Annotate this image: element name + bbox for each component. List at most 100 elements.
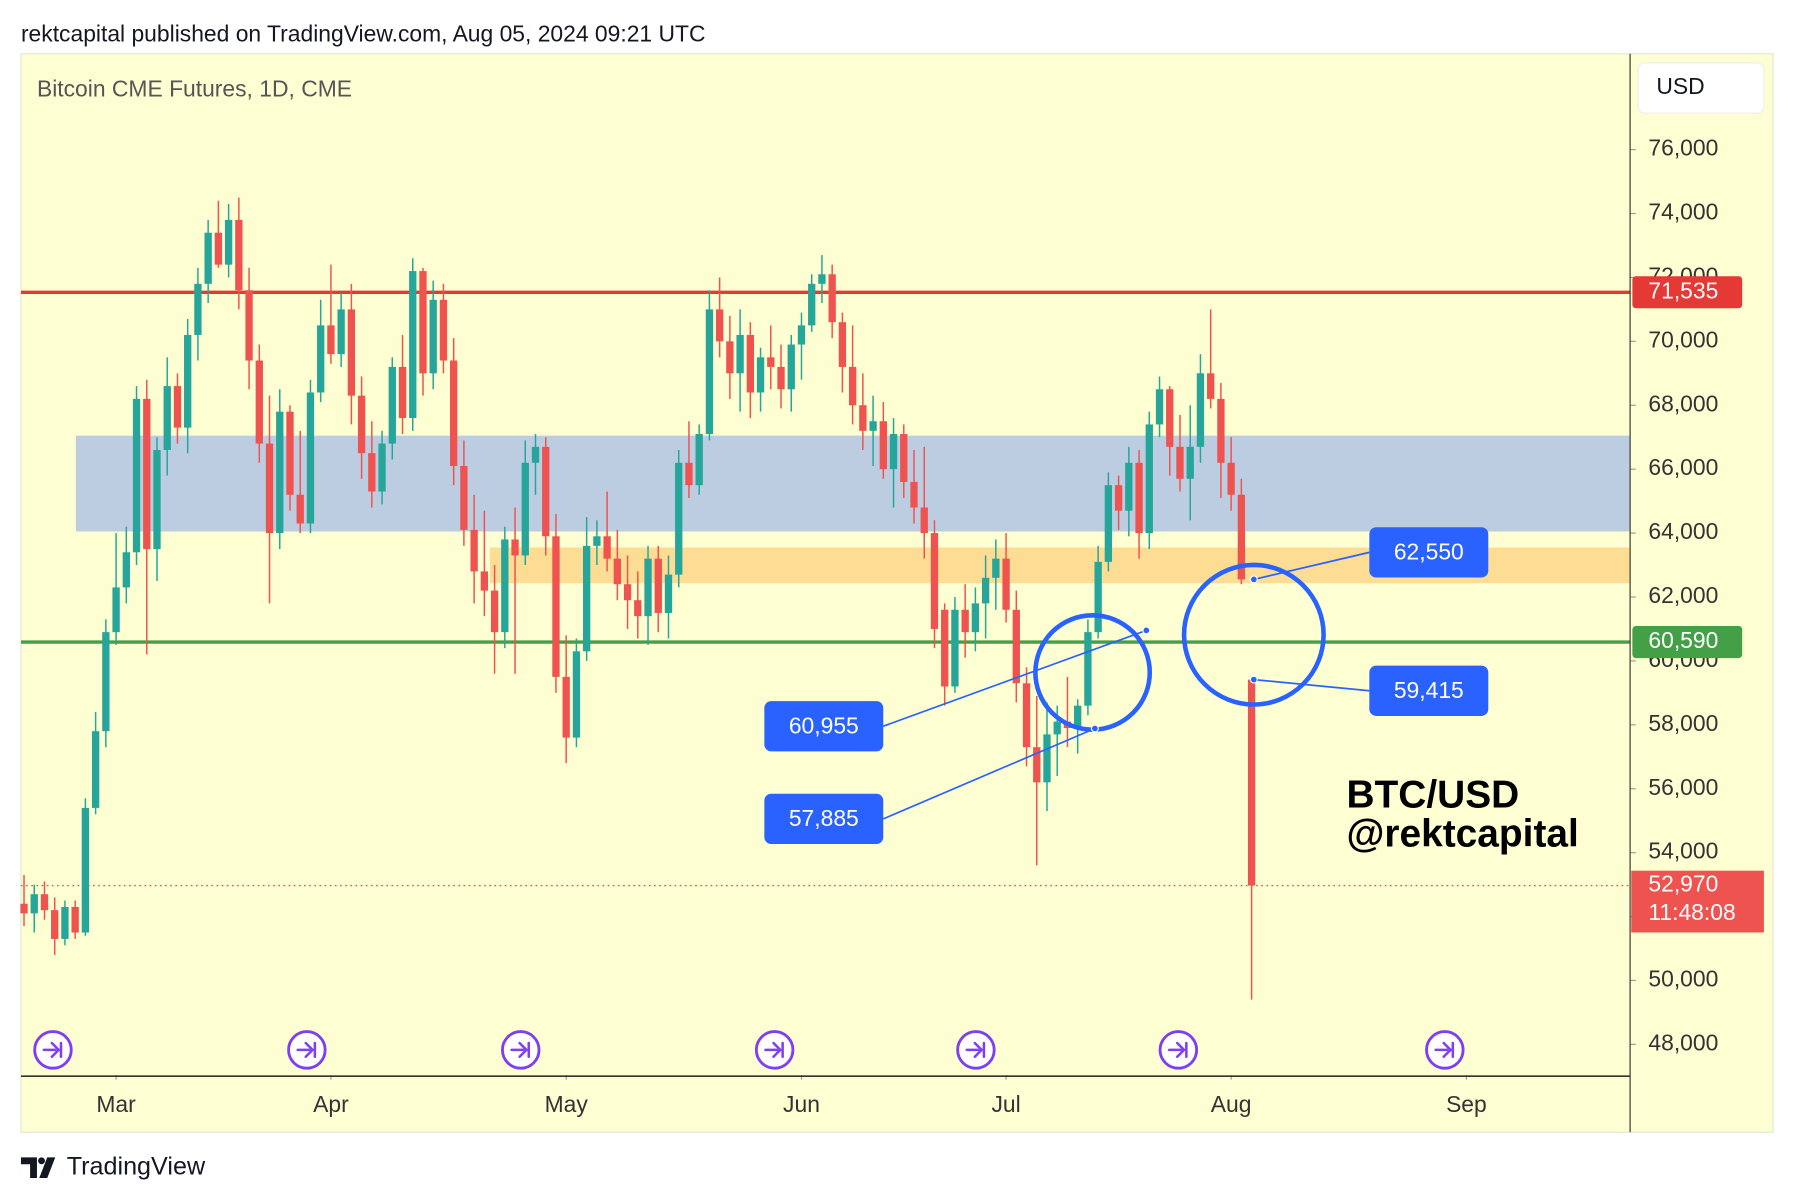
candle-body [163,386,171,451]
candle-body [675,462,683,575]
candle-body [357,395,366,454]
candle-body [1114,485,1123,511]
event-icon-arrow [764,1041,784,1059]
candle-body [501,539,509,633]
candle-body [132,398,141,553]
currency[interactable]: USD [1656,73,1704,99]
candle-body [327,325,335,355]
y-tick-label: 68,000 [1648,390,1718,416]
event-icon[interactable] [754,1030,795,1070]
candle-body [797,325,806,345]
candle-body [552,536,560,677]
levels [20,290,1631,887]
event-icon[interactable] [287,1030,327,1070]
candle-body [777,366,785,390]
event-icon[interactable] [956,1030,996,1070]
event-icon-arrow [1434,1041,1455,1059]
callout-label: 59,415 [1394,677,1464,703]
annotations: 62,550 59,415 60,955 57,885 [764,527,1489,845]
x-tick-label: Jul [991,1091,1020,1117]
brand: TradingView [67,1152,206,1180]
y-tick-label: 58,000 [1648,710,1718,736]
candle-body [204,232,212,284]
candle-body [634,600,642,617]
candle-body [317,325,325,393]
candle-body [572,651,581,738]
candle-body [838,322,847,367]
candle-body [398,366,407,419]
candle-body [920,507,928,534]
candle-body [654,558,662,613]
candle-body [112,587,120,633]
event-icon[interactable] [1425,1030,1465,1070]
event-icon-arrow [296,1041,317,1059]
candle-body [961,609,969,633]
candle-body [490,590,499,633]
candle-body [368,453,376,492]
candle-body [51,910,59,939]
candle-body [542,446,550,537]
event-icon[interactable] [33,1030,73,1070]
candle-body [623,584,632,601]
candle-body [1227,462,1235,495]
candle-body [992,558,1000,578]
candle-body [245,290,253,361]
candle-body [705,309,714,435]
candle-body [439,299,448,361]
x-tick-label: Mar [96,1091,136,1117]
callout-box [764,793,884,845]
level-label-box [1632,276,1743,309]
candle-body [981,577,990,604]
candle-body [388,366,396,444]
countdown: 11:48:08 [1648,899,1735,925]
candle-body [664,574,673,613]
candle-body [143,398,151,550]
y-tick-label: 56,000 [1648,774,1718,800]
candle-body [265,443,274,534]
x-tick-label: Apr [313,1091,349,1117]
event-icon[interactable] [501,1030,541,1070]
event-icon-arrow [965,1041,986,1059]
y-tick-label: 66,000 [1648,454,1718,480]
highlight-circle [1181,562,1326,707]
logo-dot [38,1157,45,1165]
candle-body [378,443,386,492]
candle-body [593,536,601,546]
candle-body [767,357,775,367]
candle-body [409,271,417,419]
candle-body [286,411,294,495]
watermark: BTC/USD [1346,773,1519,816]
candle-body [460,465,468,530]
candle-body [306,392,315,524]
candle-body [889,434,898,470]
currency-box[interactable] [1637,62,1765,114]
level-label: 60,590 [1648,627,1718,653]
candle-body [1033,747,1041,783]
candle-body [818,274,826,284]
callout-anchor [1090,724,1099,733]
callout-box [1369,527,1489,578]
candle-body [828,274,836,323]
candle-body [337,309,345,355]
y-tick-label: 62,000 [1648,582,1718,608]
event-icon-arrow [42,1041,63,1059]
candle-body [1074,705,1082,729]
candle-body [848,366,857,406]
candle-body [255,360,263,444]
chart-background [20,53,1774,1133]
x-tick-label: Sep [1446,1091,1487,1117]
event-icon[interactable] [1158,1030,1199,1070]
candle-body [61,906,69,939]
callout-anchor [1142,626,1151,635]
level-label-box [1632,626,1743,659]
callout-label: 57,885 [789,805,859,831]
candle-body [30,894,38,914]
callout-line [882,727,1096,820]
x-tick-label: Aug [1211,1091,1252,1117]
level-label: 71,535 [1648,277,1718,303]
candle-body [1084,632,1092,706]
candle-body [173,386,182,428]
candle-body [1012,609,1020,684]
